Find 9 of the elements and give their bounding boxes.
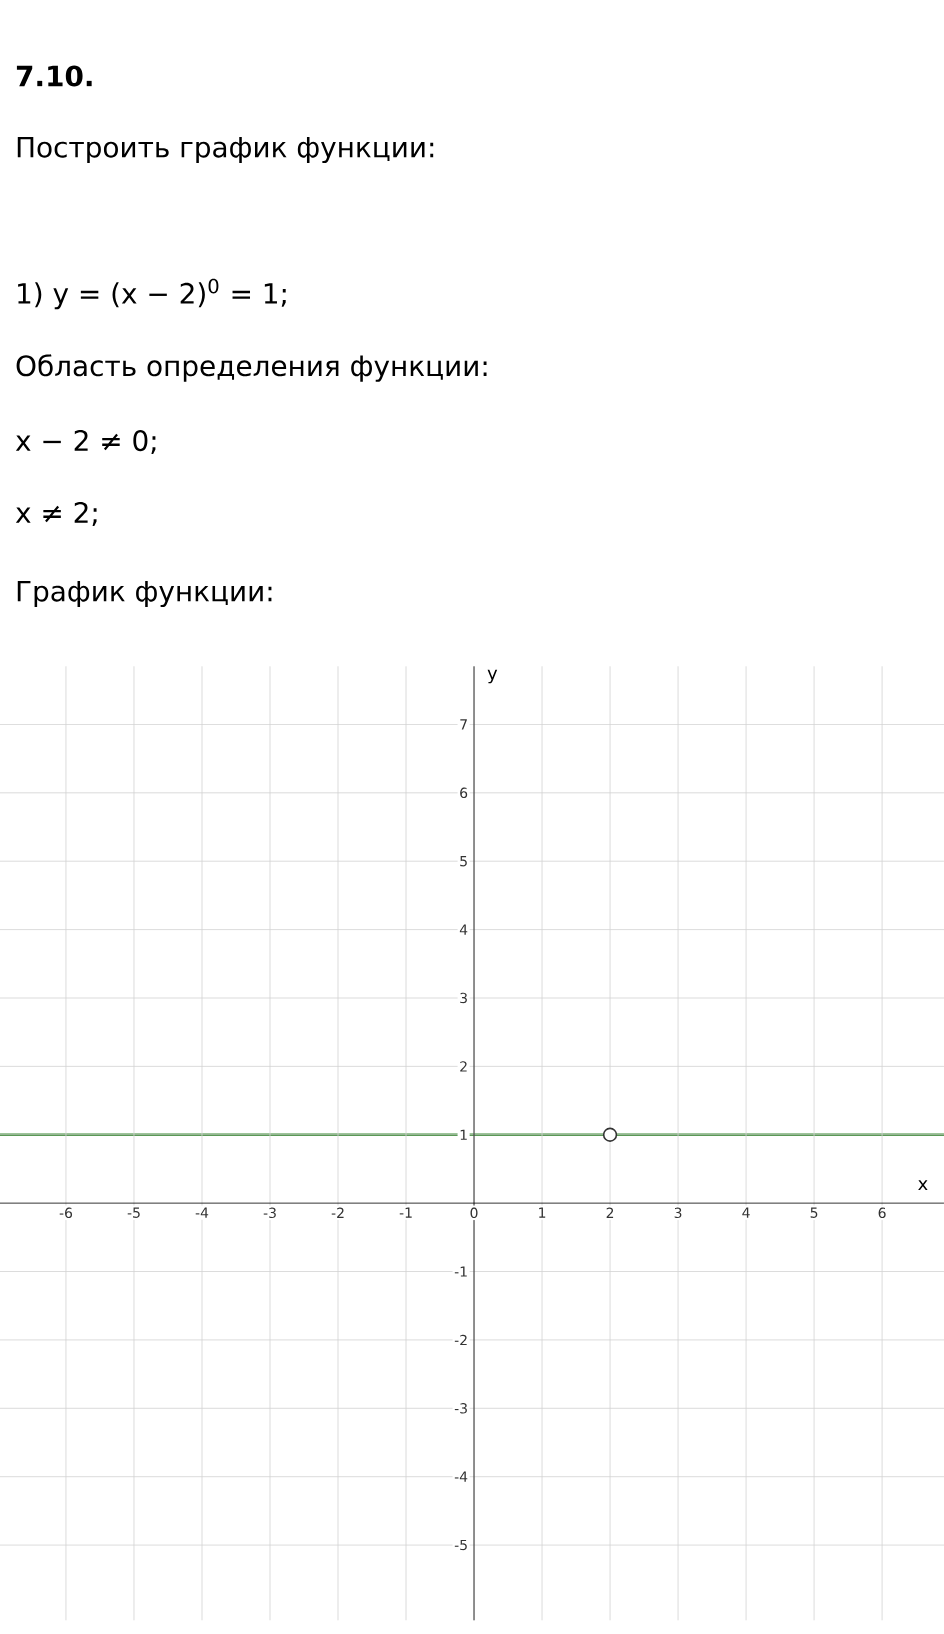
text: Построить график функции: bbox=[17, 136, 434, 164]
text: График функции: bbox=[17, 580, 272, 608]
text: x − 2 ≠ 0; bbox=[15, 430, 156, 454]
x-axis-title: x bbox=[918, 1180, 928, 1191]
chart-title: 7.10. bbox=[16, 65, 92, 87]
y-axis-title: y bbox=[487, 669, 498, 684]
text: 1) y = (x − 2)$^{0}$ = 1; bbox=[18, 278, 286, 310]
text: Область определения функции: bbox=[16, 354, 487, 382]
text: x ≠ 2; bbox=[15, 502, 97, 526]
